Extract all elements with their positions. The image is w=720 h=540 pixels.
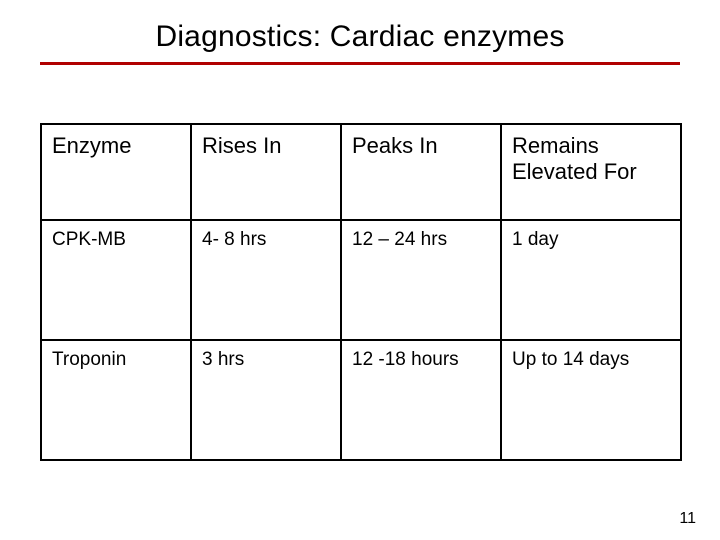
cell-remains: 1 day — [501, 220, 681, 340]
cell-enzyme: Troponin — [41, 340, 191, 460]
slide-title: Diagnostics: Cardiac enzymes — [40, 20, 680, 54]
cell-peaks: 12 – 24 hrs — [341, 220, 501, 340]
cell-remains: Up to 14 days — [501, 340, 681, 460]
title-underline — [40, 62, 680, 65]
enzyme-table: Enzyme Rises In Peaks In Remains Elevate… — [40, 123, 682, 461]
col-header-remains: Remains Elevated For — [501, 124, 681, 220]
table-row: Troponin 3 hrs 12 -18 hours Up to 14 day… — [41, 340, 681, 460]
slide: Diagnostics: Cardiac enzymes Enzyme Rise… — [0, 0, 720, 540]
table-row: CPK-MB 4- 8 hrs 12 – 24 hrs 1 day — [41, 220, 681, 340]
page-number: 11 — [679, 510, 696, 528]
col-header-rises: Rises In — [191, 124, 341, 220]
col-header-enzyme: Enzyme — [41, 124, 191, 220]
cell-rises: 3 hrs — [191, 340, 341, 460]
title-block: Diagnostics: Cardiac enzymes — [40, 20, 680, 75]
col-header-peaks: Peaks In — [341, 124, 501, 220]
cell-peaks: 12 -18 hours — [341, 340, 501, 460]
cell-enzyme: CPK-MB — [41, 220, 191, 340]
cell-rises: 4- 8 hrs — [191, 220, 341, 340]
table-header-row: Enzyme Rises In Peaks In Remains Elevate… — [41, 124, 681, 220]
